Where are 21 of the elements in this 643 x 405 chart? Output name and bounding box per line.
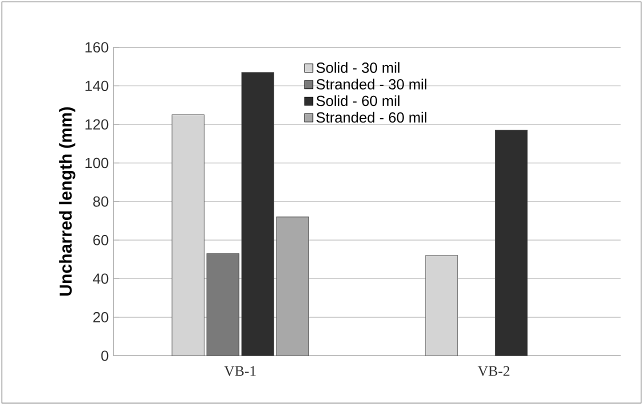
y-tick-label: 0 bbox=[101, 350, 108, 361]
bar bbox=[425, 255, 458, 356]
y-tick-label: 80 bbox=[93, 196, 108, 207]
bar bbox=[241, 72, 274, 356]
y-tick-label: 60 bbox=[93, 234, 108, 246]
y-tick-label: 160 bbox=[86, 42, 108, 53]
legend-label: Stranded - 30 mil bbox=[316, 78, 426, 90]
legend-label: Solid - 30 mil bbox=[316, 62, 400, 73]
legend-label: Stranded - 60 mil bbox=[316, 112, 426, 123]
x-tick-label: VB-1 bbox=[224, 366, 256, 376]
y-tick-label: 40 bbox=[92, 274, 108, 284]
y-tick-label: 100 bbox=[86, 158, 108, 168]
bar bbox=[494, 130, 528, 356]
legend-label: Solid - 60 mil bbox=[316, 95, 400, 106]
bar bbox=[172, 114, 204, 356]
y-tick-label: 140 bbox=[86, 80, 108, 92]
y-tick-label: 20 bbox=[93, 312, 108, 322]
y-tick-label: 120 bbox=[86, 119, 108, 130]
x-tick-label: VB-2 bbox=[478, 366, 510, 376]
y-axis-title: Uncharred length (mm) bbox=[59, 107, 76, 296]
bar bbox=[206, 253, 240, 356]
